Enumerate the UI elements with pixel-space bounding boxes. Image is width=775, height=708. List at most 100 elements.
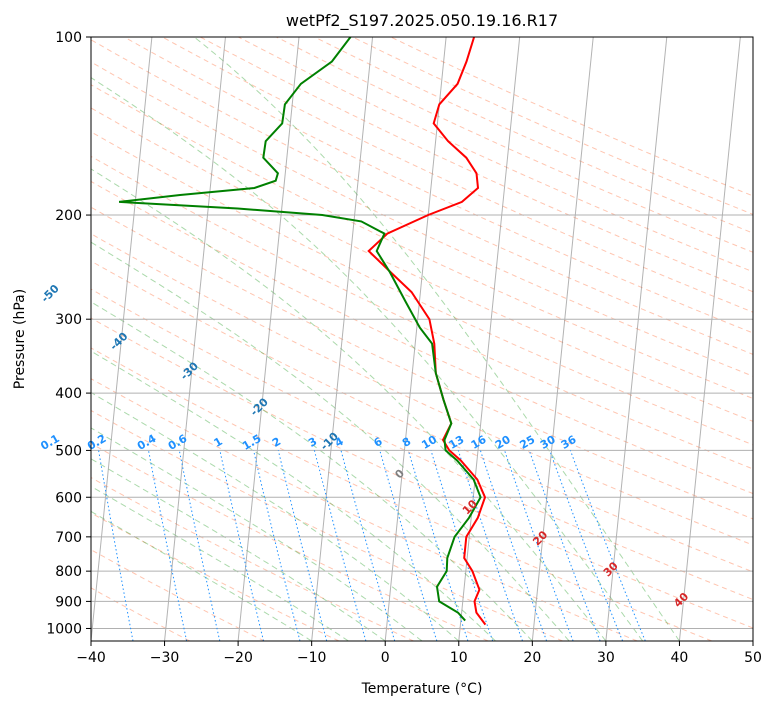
isotherm-line [164,37,226,641]
mixing-ratio-line [479,450,548,641]
mixing-ratio-line [430,450,494,641]
isotherm-line [678,37,741,641]
dewpoint-profile-line [118,37,482,622]
dry-adiabat [91,442,489,641]
y-tick-label: 800 [55,564,82,580]
mixing-ratio-line [313,450,367,641]
mixing-ratio-line [98,450,134,641]
mixing-ratio-line [549,450,624,641]
moist-adiabat [91,510,312,641]
x-tick-label: 10 [450,650,468,666]
skewed-isotherms [0,37,753,641]
isotherm-label: 20 [530,528,550,548]
y-tick-label: 100 [55,30,82,46]
mixing-ratio-label: 4 [333,435,346,450]
y-tick-label: 500 [55,443,82,459]
mixing-ratio-line [528,450,601,641]
dry-adiabat [352,37,753,215]
isotherm-line [91,37,153,641]
isotherm-line [311,37,374,641]
moist-adiabat [91,77,644,641]
y-tick-label: 300 [55,312,82,328]
moist-adiabat [91,350,496,641]
mixing-ratio-label: 30 [538,433,558,452]
dry-adiabat [91,180,753,495]
moist-adiabat [193,37,680,641]
moist-adiabat [91,427,423,641]
moist-adiabats [91,37,680,641]
y-tick-label: 700 [55,530,82,546]
mixing-ratio-label: 0.4 [135,432,159,453]
dry-adiabat [91,61,753,377]
mixing-ratio-label: 0.6 [166,432,190,453]
dry-adiabat [314,37,753,234]
dry-adiabat [161,37,753,313]
mixing-ratio-line [178,450,221,641]
isotherm-label: -40 [107,329,130,352]
mixing-ratio-labels: 0.1 0.2 0.4 0.6 1 1.5 2 3 4 6 8 10 13 16 20 25 30 36 [38,432,578,453]
y-tick-label: 1000 [46,621,82,637]
dry-adiabat [91,288,753,601]
isotherm-label: 30 [601,559,621,579]
x-tick-label: 40 [671,650,689,666]
dry-adiabat [91,409,563,641]
mixing-ratio-line [457,450,523,641]
y-tick-label: 400 [55,386,82,402]
moist-adiabat [91,458,386,641]
dry-adiabat [91,107,753,422]
mixing-ratio-line [379,450,438,641]
mixing-ratio-label: 10 [419,433,439,452]
isotherm-line [531,37,594,641]
dry-adiabat [91,84,753,400]
dry-adiabat [91,476,414,641]
x-tick-label: −30 [150,650,180,666]
x-axis-label: Temperature (°C) [361,681,483,697]
isotherm-line [458,37,521,641]
mixing-ratio-label: 20 [493,433,513,452]
isotherm-label: 40 [671,590,691,610]
moist-adiabat [91,301,533,641]
y-tick-label: 900 [55,594,82,610]
y-tick-label: 600 [55,490,82,506]
dry-adiabat [91,260,753,573]
isobar-gridlines [91,37,753,629]
isotherm-line [605,37,668,641]
x-axis-ticks: −40 −30 −20 −10 0 10 20 30 40 50 [76,641,762,666]
mixing-ratio-label: 36 [559,433,579,452]
moist-adiabat [91,485,349,641]
x-tick-label: −20 [223,650,253,666]
mixing-ratio-label: 25 [518,433,538,452]
mixing-ratio-label: 16 [469,433,489,452]
isotherm-line [0,37,5,641]
sounding-profiles [118,37,487,626]
mixing-ratio-label: 13 [447,433,467,452]
mixing-ratio-line [277,450,328,641]
mixing-ratio-label: 3 [306,435,319,450]
mixing-ratio-label: 8 [400,435,413,450]
x-tick-label: 30 [597,650,615,666]
isotherm-line [237,37,300,641]
x-tick-label: −40 [76,650,106,666]
dry-adiabat [276,37,753,253]
isotherm-label: -20 [248,395,271,418]
isotherm-line [752,636,753,641]
plot-frame [90,36,754,642]
mixing-ratio-label: 1 [212,435,225,450]
y-axis-label: Pressure (hPa) [12,289,28,389]
isotherm-label: -30 [178,359,201,382]
mixing-ratio-label: 6 [371,435,384,450]
temperature-profile-line [367,37,487,626]
dry-adiabat [91,587,190,641]
x-tick-label: 0 [381,650,390,666]
mixing-ratio-line [253,450,301,641]
mixing-ratio-lines [98,450,646,641]
mixing-ratio-line [504,450,574,641]
mixing-ratio-line [219,450,264,641]
mixing-ratio-line [340,450,396,641]
mixing-ratio-line [569,450,646,641]
mixing-ratio-line [407,450,469,641]
mixing-ratio-label: 0.2 [85,432,108,453]
chart-title: wetPf2_S197.2025.050.19.16.R17 [286,11,558,31]
